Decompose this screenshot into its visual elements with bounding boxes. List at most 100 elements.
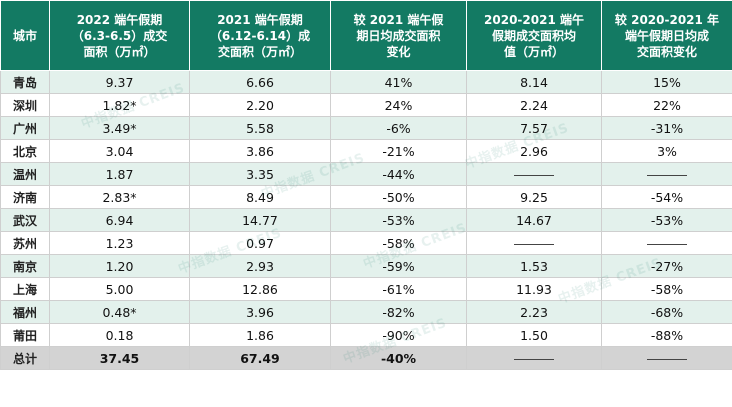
header-change-vs-avg: 较 2020-2021 年 端午假期日均成 交面积变化	[601, 0, 732, 71]
cell-2020-2021-avg: 1.50	[466, 323, 602, 347]
cell-change-vs-avg: -54%	[601, 185, 732, 209]
cell-change-vs-2021: 41%	[330, 70, 467, 94]
table-row: 福州 0.48* 3.96 -82% 2.23 -68%	[0, 300, 732, 324]
table-row: 广州 3.49* 5.58 -6% 7.57 -31%	[0, 116, 732, 140]
cell-2022-area: 2.83*	[49, 185, 190, 209]
header-row: 城市 2022 端午假期 （6.3-6.5）成交 面积（万㎡） 2021 端午假…	[0, 0, 732, 71]
cell-2021-area: 3.35	[189, 162, 331, 186]
cell-change-vs-2021: -6%	[330, 116, 467, 140]
cell-2022-area: 3.49*	[49, 116, 190, 140]
table-row: 武汉 6.94 14.77 -53% 14.67 -53%	[0, 208, 732, 232]
cell-2021-area: 14.77	[189, 208, 331, 232]
cell-change-vs-avg: -68%	[601, 300, 732, 324]
cell-change-vs-2021: -44%	[330, 162, 467, 186]
total-row: 总计 37.45 67.49 -40%	[0, 346, 732, 370]
cell-2021-area: 3.86	[189, 139, 331, 163]
table-row: 北京 3.04 3.86 -21% 2.96 3%	[0, 139, 732, 163]
cell-change-vs-avg: 22%	[601, 93, 732, 117]
cell-2021-area: 1.86	[189, 323, 331, 347]
cell-2021-area: 0.97	[189, 231, 331, 255]
cell-2021-area: 2.20	[189, 93, 331, 117]
cell-2020-2021-avg: 7.57	[466, 116, 602, 140]
cell-2022-area: 1.20	[49, 254, 190, 278]
cell-change-vs-2021: -53%	[330, 208, 467, 232]
empty-dash	[514, 174, 554, 176]
cell-change-vs-2021: -61%	[330, 277, 467, 301]
cell-2021-area: 3.96	[189, 300, 331, 324]
empty-dash	[514, 358, 554, 360]
cell-2020-2021-avg: 11.93	[466, 277, 602, 301]
cell-2022-area: 37.45	[49, 346, 190, 370]
header-2021-area: 2021 端午假期 （6.12-6.14）成 交面积（万㎡）	[189, 0, 331, 71]
cell-city: 总计	[0, 346, 50, 370]
empty-dash	[647, 174, 687, 176]
cell-2022-area: 6.94	[49, 208, 190, 232]
table-row: 深圳 1.82* 2.20 24% 2.24 22%	[0, 93, 732, 117]
empty-dash	[647, 243, 687, 245]
cell-change-vs-avg	[601, 162, 732, 186]
empty-dash	[647, 358, 687, 360]
cell-change-vs-avg: -53%	[601, 208, 732, 232]
cell-change-vs-2021: -82%	[330, 300, 467, 324]
table-row: 青岛 9.37 6.66 41% 8.14 15%	[0, 70, 732, 94]
cell-change-vs-2021: -21%	[330, 139, 467, 163]
cell-2020-2021-avg: 2.96	[466, 139, 602, 163]
cell-2020-2021-avg: 14.67	[466, 208, 602, 232]
cell-2022-area: 5.00	[49, 277, 190, 301]
cell-2021-area: 67.49	[189, 346, 331, 370]
cell-change-vs-avg: -31%	[601, 116, 732, 140]
holiday-transaction-table: 城市 2022 端午假期 （6.3-6.5）成交 面积（万㎡） 2021 端午假…	[0, 0, 732, 370]
cell-change-vs-avg: 15%	[601, 70, 732, 94]
cell-city: 南京	[0, 254, 50, 278]
cell-2020-2021-avg: 9.25	[466, 185, 602, 209]
cell-city: 济南	[0, 185, 50, 209]
cell-change-vs-2021: -58%	[330, 231, 467, 255]
cell-2021-area: 8.49	[189, 185, 331, 209]
cell-2021-area: 5.58	[189, 116, 331, 140]
cell-city: 莆田	[0, 323, 50, 347]
cell-change-vs-avg: -88%	[601, 323, 732, 347]
cell-2021-area: 12.86	[189, 277, 331, 301]
cell-2022-area: 3.04	[49, 139, 190, 163]
header-2022-area: 2022 端午假期 （6.3-6.5）成交 面积（万㎡）	[49, 0, 190, 71]
cell-2020-2021-avg: 2.24	[466, 93, 602, 117]
cell-2020-2021-avg: 1.53	[466, 254, 602, 278]
cell-2020-2021-avg: 8.14	[466, 70, 602, 94]
cell-city: 深圳	[0, 93, 50, 117]
cell-city: 福州	[0, 300, 50, 324]
cell-change-vs-2021: -90%	[330, 323, 467, 347]
cell-city: 武汉	[0, 208, 50, 232]
cell-change-vs-2021: -59%	[330, 254, 467, 278]
cell-change-vs-avg	[601, 231, 732, 255]
cell-2022-area: 9.37	[49, 70, 190, 94]
cell-change-vs-2021: -50%	[330, 185, 467, 209]
cell-2022-area: 0.48*	[49, 300, 190, 324]
cell-city: 青岛	[0, 70, 50, 94]
cell-city: 温州	[0, 162, 50, 186]
cell-city: 北京	[0, 139, 50, 163]
cell-change-vs-2021: -40%	[330, 346, 467, 370]
table-row: 温州 1.87 3.35 -44%	[0, 162, 732, 186]
cell-city: 广州	[0, 116, 50, 140]
table-body: 青岛 9.37 6.66 41% 8.14 15% 深圳 1.82* 2.20 24% 2.24 22…	[0, 70, 732, 370]
header-change-vs-2021: 较 2021 端午假 期日均成交面积 变化	[330, 0, 467, 71]
table-row: 上海 5.00 12.86 -61% 11.93 -58%	[0, 277, 732, 301]
table-row: 南京 1.20 2.93 -59% 1.53 -27%	[0, 254, 732, 278]
cell-change-vs-avg: -58%	[601, 277, 732, 301]
cell-2020-2021-avg	[466, 162, 602, 186]
table-row: 苏州 1.23 0.97 -58%	[0, 231, 732, 255]
empty-dash	[514, 243, 554, 245]
header-city: 城市	[0, 0, 50, 71]
cell-city: 上海	[0, 277, 50, 301]
cell-2022-area: 1.23	[49, 231, 190, 255]
cell-2022-area: 0.18	[49, 323, 190, 347]
cell-2020-2021-avg: 2.23	[466, 300, 602, 324]
cell-city: 苏州	[0, 231, 50, 255]
cell-2020-2021-avg	[466, 231, 602, 255]
cell-2022-area: 1.87	[49, 162, 190, 186]
cell-change-vs-avg: 3%	[601, 139, 732, 163]
cell-2020-2021-avg	[466, 346, 602, 370]
table-row: 济南 2.83* 8.49 -50% 9.25 -54%	[0, 185, 732, 209]
header-2020-2021-avg: 2020-2021 端午 假期成交面积均 值（万㎡）	[466, 0, 602, 71]
